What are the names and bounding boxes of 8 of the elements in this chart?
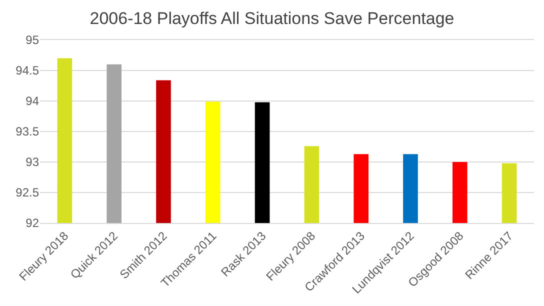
y-tick-label: 92 <box>26 216 40 230</box>
y-tick-label: 93.5 <box>16 124 40 139</box>
y-tick-label: 93 <box>26 155 40 170</box>
y-tick-label: 94 <box>26 94 40 108</box>
y-tick-label: 94.5 <box>16 64 40 78</box>
y-tick-label: 95 <box>26 33 40 48</box>
chart-title: 2006-18 Playoffs All Situations Save Percentage <box>90 9 454 28</box>
y-tick-label: 92.5 <box>16 186 40 200</box>
